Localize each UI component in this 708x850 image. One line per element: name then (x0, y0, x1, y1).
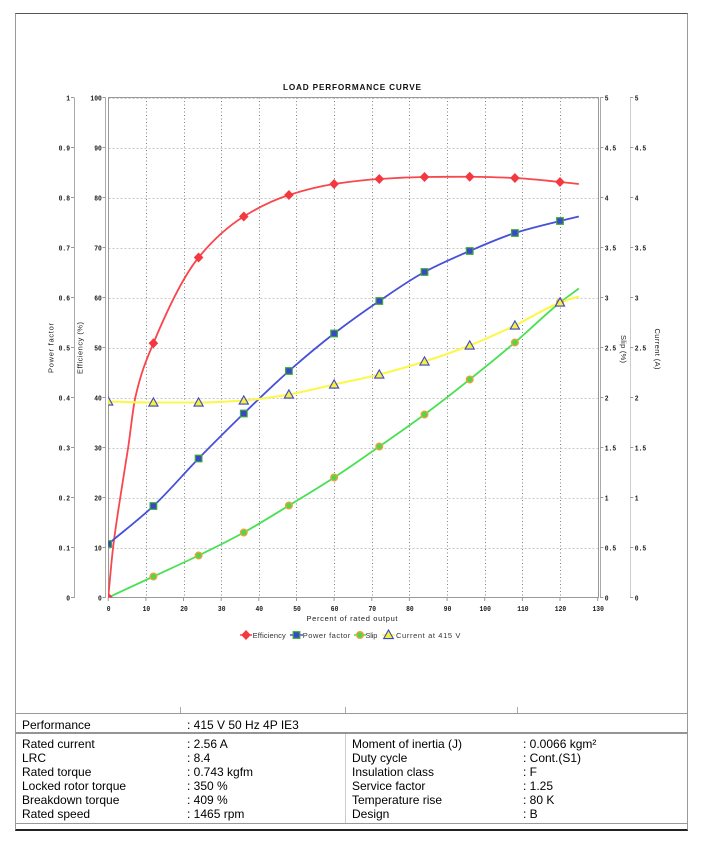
svg-text:0.8: 0.8 (59, 196, 71, 204)
svg-text:10: 10 (94, 546, 102, 554)
svg-text:4: 4 (605, 196, 609, 204)
svg-text:0.3: 0.3 (59, 446, 71, 454)
svg-text:0: 0 (66, 596, 70, 604)
svg-text:1: 1 (605, 496, 609, 504)
svg-text:20: 20 (180, 606, 188, 614)
svg-text:2: 2 (605, 396, 609, 404)
svg-text:30: 30 (94, 446, 102, 454)
svg-text:4.5: 4.5 (605, 146, 617, 154)
svg-text:1: 1 (66, 96, 70, 104)
svg-text:80: 80 (406, 606, 414, 614)
svg-text:0.9: 0.9 (59, 146, 71, 154)
svg-text:Current (A): Current (A) (653, 329, 662, 371)
svg-text:LOAD PERFORMANCE CURVE: LOAD PERFORMANCE CURVE (283, 83, 422, 92)
svg-text:0.6: 0.6 (59, 296, 71, 304)
svg-text:10: 10 (143, 606, 151, 614)
svg-text:2: 2 (635, 396, 639, 404)
svg-text:1.5: 1.5 (605, 446, 617, 454)
svg-text:110: 110 (517, 606, 529, 614)
svg-text:80: 80 (94, 196, 102, 204)
svg-text:5: 5 (605, 96, 609, 104)
svg-text:1.5: 1.5 (635, 446, 647, 454)
svg-text:Percent of rated output: Percent of rated output (307, 614, 399, 623)
svg-text:60: 60 (94, 296, 102, 304)
svg-text:Efficiency: Efficiency (253, 631, 286, 640)
svg-text:Power factor: Power factor (47, 323, 56, 374)
svg-text:130: 130 (593, 606, 605, 614)
svg-text:0: 0 (635, 596, 639, 604)
svg-text:100: 100 (480, 606, 492, 614)
svg-text:0.5: 0.5 (59, 346, 71, 354)
svg-text:0: 0 (605, 596, 609, 604)
svg-text:0.5: 0.5 (635, 546, 647, 554)
svg-text:70: 70 (94, 246, 102, 254)
svg-text:Slip: Slip (366, 631, 378, 640)
svg-text:3.5: 3.5 (605, 246, 617, 254)
svg-text:3: 3 (605, 296, 609, 304)
svg-text:2.5: 2.5 (635, 346, 647, 354)
svg-text:20: 20 (94, 496, 102, 504)
svg-text:3: 3 (635, 296, 639, 304)
svg-text:0: 0 (98, 596, 102, 604)
svg-text:70: 70 (369, 606, 377, 614)
svg-text:60: 60 (331, 606, 339, 614)
svg-text:4.5: 4.5 (635, 146, 647, 154)
svg-text:50: 50 (293, 606, 301, 614)
svg-text:4: 4 (635, 196, 639, 204)
svg-text:90: 90 (94, 146, 102, 154)
svg-text:Efficiency (%): Efficiency (%) (75, 322, 84, 375)
svg-text:90: 90 (444, 606, 452, 614)
svg-text:50: 50 (94, 346, 102, 354)
svg-text:0.4: 0.4 (59, 396, 71, 404)
svg-text:Power factor: Power factor (303, 631, 351, 640)
svg-text:Current at 415 V: Current at 415 V (396, 631, 460, 640)
svg-text:2.5: 2.5 (605, 346, 617, 354)
svg-text:100: 100 (90, 96, 102, 104)
svg-text:40: 40 (256, 606, 264, 614)
svg-text:3.5: 3.5 (635, 246, 647, 254)
svg-text:1: 1 (635, 496, 639, 504)
svg-text:0.7: 0.7 (59, 246, 71, 254)
svg-text:5: 5 (635, 96, 639, 104)
svg-text:0.5: 0.5 (605, 546, 617, 554)
svg-text:Slip (%): Slip (%) (619, 335, 628, 364)
svg-text:0.1: 0.1 (59, 546, 71, 554)
svg-text:30: 30 (218, 606, 226, 614)
svg-text:0.2: 0.2 (59, 496, 71, 504)
svg-text:40: 40 (94, 396, 102, 404)
svg-text:0: 0 (107, 606, 111, 614)
svg-text:120: 120 (555, 606, 567, 614)
